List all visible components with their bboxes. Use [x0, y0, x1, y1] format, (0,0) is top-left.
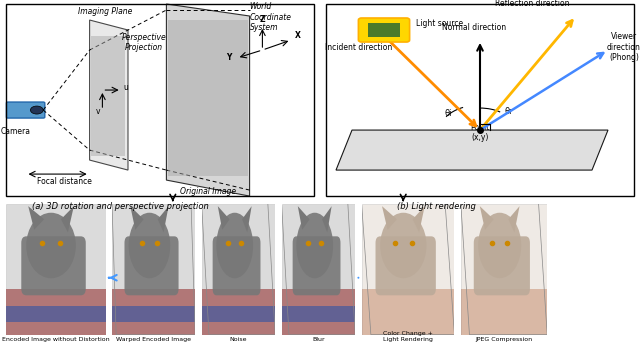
- Text: (b) Light rendering: (b) Light rendering: [397, 202, 476, 211]
- Text: Incident direction: Incident direction: [324, 43, 392, 52]
- Polygon shape: [336, 130, 608, 170]
- FancyBboxPatch shape: [112, 204, 195, 335]
- Polygon shape: [166, 4, 250, 196]
- Text: Noise: Noise: [230, 337, 247, 342]
- Text: u: u: [123, 83, 128, 92]
- FancyBboxPatch shape: [6, 102, 45, 118]
- Polygon shape: [508, 206, 520, 233]
- FancyBboxPatch shape: [112, 306, 195, 322]
- FancyBboxPatch shape: [92, 36, 125, 156]
- FancyBboxPatch shape: [202, 204, 275, 335]
- FancyBboxPatch shape: [6, 204, 106, 335]
- Text: World
Coordinate
System: World Coordinate System: [250, 2, 292, 32]
- Text: Original Image: Original Image: [180, 187, 236, 196]
- Text: Warped Encoded Image: Warped Encoded Image: [116, 337, 191, 342]
- Text: Blur: Blur: [312, 337, 324, 342]
- Polygon shape: [413, 206, 425, 233]
- FancyBboxPatch shape: [368, 23, 400, 37]
- Text: (a) 3D rotation and perspective projection: (a) 3D rotation and perspective projecti…: [32, 202, 209, 211]
- FancyBboxPatch shape: [212, 236, 260, 295]
- Polygon shape: [90, 20, 128, 170]
- Circle shape: [380, 213, 426, 278]
- FancyBboxPatch shape: [6, 306, 106, 322]
- Circle shape: [31, 106, 43, 114]
- Text: Normal direction: Normal direction: [442, 23, 506, 32]
- Text: X: X: [294, 31, 300, 40]
- FancyBboxPatch shape: [461, 289, 547, 335]
- Text: Point
(x,y): Point (x,y): [470, 123, 490, 142]
- FancyBboxPatch shape: [362, 204, 454, 335]
- Text: θr: θr: [504, 107, 513, 116]
- FancyBboxPatch shape: [376, 236, 436, 295]
- Polygon shape: [61, 206, 74, 233]
- Polygon shape: [382, 206, 397, 230]
- Text: Color Change +
Light Rendering: Color Change + Light Rendering: [383, 331, 433, 342]
- FancyBboxPatch shape: [6, 289, 106, 335]
- Polygon shape: [322, 206, 332, 233]
- FancyBboxPatch shape: [282, 289, 355, 335]
- FancyBboxPatch shape: [112, 289, 195, 335]
- Circle shape: [216, 213, 253, 278]
- Polygon shape: [298, 206, 310, 230]
- Circle shape: [26, 213, 76, 278]
- Polygon shape: [28, 206, 44, 230]
- FancyBboxPatch shape: [474, 236, 530, 295]
- Text: Viewer
direction
(Phong): Viewer direction (Phong): [607, 32, 640, 62]
- Text: Y: Y: [227, 53, 232, 62]
- Polygon shape: [242, 206, 252, 233]
- Text: θi: θi: [444, 109, 452, 118]
- Text: Camera: Camera: [1, 127, 31, 136]
- Circle shape: [478, 213, 521, 278]
- Polygon shape: [157, 206, 168, 233]
- FancyBboxPatch shape: [358, 18, 410, 42]
- Text: Focal distance: Focal distance: [36, 177, 92, 186]
- FancyBboxPatch shape: [202, 289, 275, 335]
- Polygon shape: [131, 206, 143, 230]
- Text: JPEG Compression: JPEG Compression: [476, 337, 532, 342]
- FancyBboxPatch shape: [202, 306, 275, 322]
- FancyBboxPatch shape: [282, 204, 355, 335]
- Polygon shape: [480, 206, 493, 230]
- Text: Reflection direction: Reflection direction: [495, 0, 570, 8]
- Circle shape: [129, 213, 170, 278]
- Text: Light source: Light source: [416, 19, 463, 28]
- FancyBboxPatch shape: [124, 236, 179, 295]
- Text: Imaging Plane: Imaging Plane: [79, 7, 132, 16]
- Text: v: v: [95, 107, 100, 116]
- Text: Perspective
Projection: Perspective Projection: [122, 33, 166, 52]
- FancyBboxPatch shape: [282, 306, 355, 322]
- Text: Encoded Image without Distortion: Encoded Image without Distortion: [2, 337, 110, 342]
- FancyBboxPatch shape: [21, 236, 86, 295]
- Text: Z: Z: [260, 15, 265, 24]
- FancyBboxPatch shape: [461, 204, 547, 335]
- Polygon shape: [218, 206, 230, 230]
- FancyBboxPatch shape: [362, 289, 454, 335]
- Circle shape: [296, 213, 333, 278]
- FancyBboxPatch shape: [168, 20, 248, 176]
- FancyBboxPatch shape: [292, 236, 340, 295]
